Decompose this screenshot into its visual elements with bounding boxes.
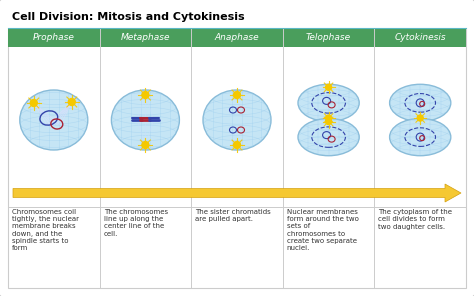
Ellipse shape — [390, 84, 451, 121]
Circle shape — [326, 118, 332, 125]
Text: The sister chromatids
are pulled apart.: The sister chromatids are pulled apart. — [195, 209, 271, 222]
Text: Prophase: Prophase — [33, 33, 75, 43]
FancyArrow shape — [13, 184, 461, 202]
Ellipse shape — [298, 84, 359, 121]
Text: Chromosomes coil
tightly, the nuclear
membrane breaks
down, and the
spindle star: Chromosomes coil tightly, the nuclear me… — [12, 209, 79, 251]
Ellipse shape — [203, 90, 271, 150]
Text: Metaphase: Metaphase — [121, 33, 170, 43]
Ellipse shape — [390, 118, 451, 156]
Circle shape — [142, 141, 149, 149]
Ellipse shape — [20, 90, 88, 150]
Ellipse shape — [298, 118, 359, 156]
Bar — [8, 29, 466, 47]
Text: Anaphase: Anaphase — [215, 33, 259, 43]
Text: The chromosomes
line up along the
center line of the
cell.: The chromosomes line up along the center… — [104, 209, 168, 237]
Circle shape — [68, 99, 75, 105]
Text: Cytokinesis: Cytokinesis — [394, 33, 446, 43]
Circle shape — [417, 115, 423, 121]
Circle shape — [142, 91, 149, 99]
Circle shape — [234, 141, 240, 149]
Ellipse shape — [111, 90, 179, 150]
Bar — [8, 29, 466, 288]
Circle shape — [326, 84, 332, 90]
Text: Cell Division: Mitosis and Cytokinesis: Cell Division: Mitosis and Cytokinesis — [12, 12, 245, 22]
Text: The cytoplasm of the
cell divides to form
two daughter cells.: The cytoplasm of the cell divides to for… — [378, 209, 452, 229]
Text: Telophase: Telophase — [306, 33, 351, 43]
Circle shape — [326, 115, 332, 121]
Circle shape — [234, 91, 240, 99]
Circle shape — [30, 99, 37, 107]
Text: Nuclear membranes
form around the two
sets of
chromosomes to
create two separate: Nuclear membranes form around the two se… — [287, 209, 359, 251]
